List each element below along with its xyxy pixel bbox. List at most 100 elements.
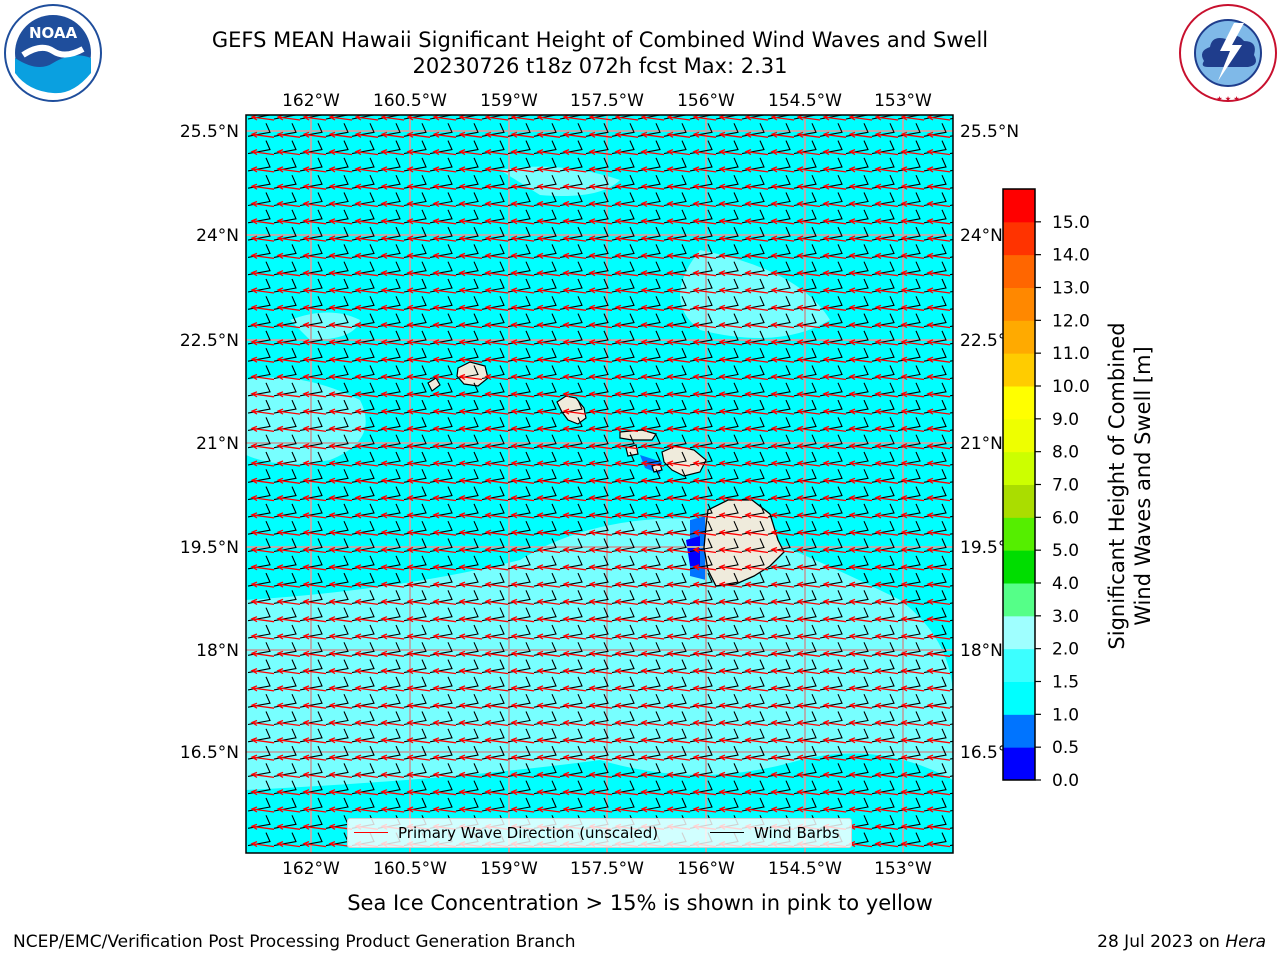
wave-direction-arrow (276, 200, 301, 208)
wave-direction-arrow (614, 598, 639, 606)
wave-direction-arrow (328, 321, 353, 329)
wave-direction-arrow (250, 200, 275, 208)
wave-direction-arrow (588, 218, 613, 225)
wave-direction-arrow (640, 183, 665, 190)
wave-direction-arrow (562, 789, 587, 796)
wave-direction-arrow (432, 166, 457, 173)
wave-direction-arrow (900, 252, 925, 260)
wave-direction-arrow (536, 443, 561, 450)
wave-direction-arrow (484, 235, 509, 242)
wave-direction-arrow (380, 581, 405, 588)
wave-direction-arrow (900, 564, 925, 571)
wave-direction-arrow (848, 685, 873, 692)
wave-direction-arrow (588, 339, 613, 346)
wave-direction-arrow (926, 564, 951, 571)
wave-direction-arrow (562, 408, 587, 415)
wave-direction-arrow (718, 564, 743, 571)
wave-direction-arrow (874, 477, 899, 484)
wave-direction-arrow (354, 789, 379, 796)
wave-direction-arrow (276, 806, 301, 813)
lat-label-right: 25.5°N (960, 122, 1019, 142)
wave-direction-arrow (588, 356, 613, 363)
wave-direction-arrow (796, 771, 821, 779)
wave-direction-arrow (250, 408, 275, 415)
wave-direction-arrow (770, 235, 795, 242)
wave-direction-arrow (250, 529, 275, 536)
wave-direction-arrow (588, 529, 613, 536)
wave-direction-arrow (354, 408, 379, 415)
wave-direction-arrow (588, 546, 613, 554)
wave-direction-arrow (692, 356, 717, 363)
wave-direction-arrow (406, 321, 431, 329)
wave-direction-arrow (380, 737, 405, 744)
lat-label-left: 19.5°N (180, 538, 239, 558)
wave-direction-arrow (926, 719, 951, 727)
wave-direction-arrow (432, 789, 457, 796)
wave-direction-arrow (926, 633, 951, 640)
wave-direction-arrow (328, 148, 353, 156)
wave-direction-arrow (536, 633, 561, 640)
wave-direction-arrow (926, 270, 951, 277)
wave-direction-arrow (692, 754, 717, 761)
wave-direction-arrow (666, 598, 691, 606)
wave-direction-arrow (406, 252, 431, 260)
wave-direction-arrow (770, 408, 795, 415)
wave-direction-arrow (848, 806, 873, 813)
wave-direction-arrow (900, 477, 925, 484)
wave-direction-arrow (458, 512, 483, 519)
wave-direction-arrow (510, 373, 535, 381)
wave-direction-arrow (562, 131, 587, 138)
wave-direction-arrow (510, 494, 535, 502)
wave-direction-arrow (822, 443, 847, 450)
colorbar-segment (1003, 189, 1035, 223)
wave-direction-arrow (510, 356, 535, 363)
wave-direction-arrow (900, 373, 925, 381)
wave-direction-arrow (276, 356, 301, 363)
wave-direction-arrow (276, 321, 301, 329)
wave-direction-arrow (328, 737, 353, 744)
wave-direction-arrow (406, 806, 431, 813)
wave-direction-arrow (510, 598, 535, 606)
wave-direction-arrow (588, 737, 613, 744)
wave-direction-arrow (484, 270, 509, 277)
wave-direction-arrow (562, 425, 587, 433)
wave-direction-arrow (874, 840, 899, 848)
wave-direction-arrow (770, 391, 795, 398)
wave-direction-arrow (796, 564, 821, 571)
wave-direction-arrow (666, 667, 691, 675)
wave-direction-arrow (276, 754, 301, 761)
colorbar-segment (1003, 287, 1035, 321)
wave-direction-arrow (536, 270, 561, 277)
wave-direction-arrow (640, 477, 665, 484)
wave-direction-arrow (926, 823, 951, 830)
wave-direction-arrow (536, 218, 561, 225)
wave-direction-arrow (848, 252, 873, 260)
wave-direction-arrow (406, 425, 431, 433)
lon-label-bottom: 160.5°W (373, 859, 447, 879)
wave-direction-arrow (692, 598, 717, 606)
wave-direction-arrow (562, 270, 587, 277)
wave-direction-arrow (640, 685, 665, 692)
wave-direction-arrow (432, 252, 457, 260)
wave-direction-arrow (484, 287, 509, 294)
wave-direction-arrow (848, 183, 873, 190)
colorbar-tick-label: 0.5 (1052, 738, 1079, 758)
wave-direction-arrow (874, 373, 899, 381)
wave-direction-arrow (458, 737, 483, 744)
wave-direction-arrow (484, 131, 509, 138)
wave-direction-arrow (822, 218, 847, 225)
wave-direction-arrow (432, 546, 457, 554)
wave-direction-arrow (796, 494, 821, 502)
wave-direction-arrow (692, 304, 717, 311)
wave-direction-arrow (718, 806, 743, 813)
wave-direction-arrow (900, 235, 925, 242)
wave-direction-arrow (640, 598, 665, 606)
wave-direction-arrow (406, 477, 431, 484)
wave-direction-arrow (276, 598, 301, 606)
wave-direction-arrow (874, 771, 899, 779)
wave-direction-arrow (822, 719, 847, 727)
wave-direction-arrow (770, 667, 795, 675)
wave-direction-arrow (588, 685, 613, 692)
wave-direction-arrow (666, 616, 691, 623)
wave-direction-arrow (952, 635, 953, 637)
